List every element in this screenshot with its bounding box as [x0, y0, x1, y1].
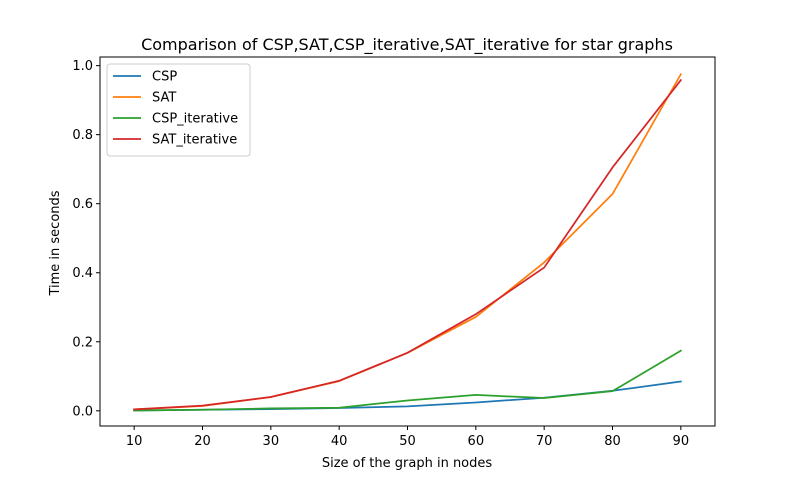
y-tick-label: 0.8 [72, 128, 93, 143]
x-tick-label: 70 [536, 434, 553, 449]
y-axis-ticks: 0.0 0.2 0.4 0.6 0.8 1.0 [72, 59, 100, 419]
y-tick-label: 0.6 [72, 197, 93, 212]
x-tick-label: 40 [331, 434, 348, 449]
y-tick-label: 0.0 [72, 404, 93, 419]
y-tick-label: 0.4 [72, 266, 93, 281]
x-tick-label: 20 [194, 434, 211, 449]
x-tick-label: 80 [604, 434, 621, 449]
y-axis-label: Time in seconds [48, 190, 63, 296]
y-tick-label: 0.2 [72, 335, 93, 350]
legend-label-csp-iterative: CSP_iterative [152, 112, 238, 127]
legend-label-sat-iterative: SAT_iterative [152, 133, 237, 148]
chart-title: Comparison of CSP,SAT,CSP_iterative,SAT_… [141, 35, 673, 55]
x-axis-ticks: 10 20 30 40 50 60 70 80 90 [126, 426, 689, 449]
series-line-sat-iterative [133, 78, 683, 411]
x-tick-label: 90 [673, 434, 690, 449]
legend-box [106, 63, 251, 157]
x-axis-label: Size of the graph in nodes [322, 456, 493, 471]
x-tick-label: 60 [468, 434, 485, 449]
x-tick-label: 50 [399, 434, 416, 449]
x-tick-label: 10 [126, 434, 143, 449]
x-tick-label: 30 [263, 434, 280, 449]
y-tick-label: 1.0 [72, 59, 93, 74]
legend: CSP SAT CSP_iterative SAT_iterative [106, 63, 251, 157]
plot-lines [133, 73, 683, 412]
legend-label-sat: SAT [152, 91, 176, 106]
legend-label-csp: CSP [152, 70, 177, 85]
series-line-csp-iterative [133, 349, 683, 412]
